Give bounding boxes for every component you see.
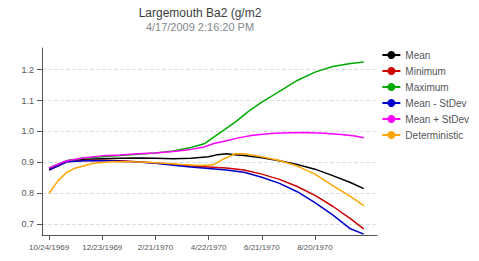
svg-text:Minimum: Minimum [405,66,446,77]
svg-text:1.2: 1.2 [21,65,34,75]
svg-text:Mean - StDev: Mean - StDev [405,98,466,109]
svg-text:Mean: Mean [405,50,430,61]
svg-text:4/17/2009 2:16:20 PM: 4/17/2009 2:16:20 PM [146,21,254,33]
svg-text:6/21/1970: 6/21/1970 [244,243,280,252]
svg-text:0.7: 0.7 [21,219,34,229]
svg-text:Largemouth Ba2 (g/m2: Largemouth Ba2 (g/m2 [139,6,262,20]
svg-text:4/22/1970: 4/22/1970 [191,243,227,252]
svg-text:Mean + StDev: Mean + StDev [405,114,469,125]
svg-text:2/21/1970: 2/21/1970 [138,243,174,252]
svg-text:10/24/1969: 10/24/1969 [29,243,70,252]
svg-text:8/20/1970: 8/20/1970 [297,243,333,252]
svg-text:12/23/1969: 12/23/1969 [82,243,123,252]
svg-text:Deterministic: Deterministic [405,130,463,141]
svg-text:1.0: 1.0 [21,126,34,136]
svg-text:Maximum: Maximum [405,82,448,93]
svg-text:0.9: 0.9 [21,157,34,167]
svg-text:1.1: 1.1 [21,96,34,106]
svg-text:0.8: 0.8 [21,188,34,198]
